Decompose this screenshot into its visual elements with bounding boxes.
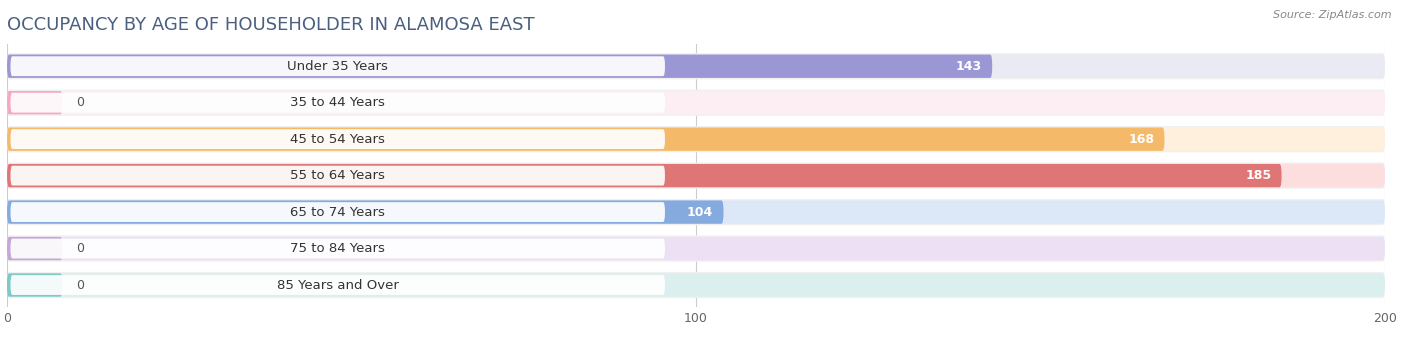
FancyBboxPatch shape bbox=[10, 239, 665, 258]
FancyBboxPatch shape bbox=[7, 237, 1385, 260]
Text: 45 to 54 Years: 45 to 54 Years bbox=[290, 133, 385, 146]
FancyBboxPatch shape bbox=[7, 164, 1282, 187]
FancyBboxPatch shape bbox=[7, 128, 1385, 151]
FancyBboxPatch shape bbox=[7, 162, 1385, 189]
Text: 65 to 74 Years: 65 to 74 Years bbox=[290, 206, 385, 219]
FancyBboxPatch shape bbox=[7, 272, 1385, 298]
Text: OCCUPANCY BY AGE OF HOUSEHOLDER IN ALAMOSA EAST: OCCUPANCY BY AGE OF HOUSEHOLDER IN ALAMO… bbox=[7, 16, 534, 34]
FancyBboxPatch shape bbox=[7, 201, 724, 224]
FancyBboxPatch shape bbox=[10, 93, 665, 113]
Text: Under 35 Years: Under 35 Years bbox=[287, 60, 388, 73]
FancyBboxPatch shape bbox=[7, 91, 1385, 114]
FancyBboxPatch shape bbox=[10, 166, 665, 186]
Text: 185: 185 bbox=[1246, 169, 1271, 182]
Text: 143: 143 bbox=[956, 60, 981, 73]
FancyBboxPatch shape bbox=[7, 273, 1385, 297]
Text: 75 to 84 Years: 75 to 84 Years bbox=[290, 242, 385, 255]
FancyBboxPatch shape bbox=[7, 273, 62, 297]
Text: 0: 0 bbox=[76, 279, 84, 292]
FancyBboxPatch shape bbox=[7, 55, 1385, 78]
Text: 55 to 64 Years: 55 to 64 Years bbox=[290, 169, 385, 182]
Text: Source: ZipAtlas.com: Source: ZipAtlas.com bbox=[1274, 10, 1392, 20]
FancyBboxPatch shape bbox=[7, 235, 1385, 262]
Text: 0: 0 bbox=[76, 96, 84, 109]
FancyBboxPatch shape bbox=[7, 237, 62, 260]
FancyBboxPatch shape bbox=[7, 164, 1385, 187]
Text: 35 to 44 Years: 35 to 44 Years bbox=[290, 96, 385, 109]
FancyBboxPatch shape bbox=[10, 202, 665, 222]
FancyBboxPatch shape bbox=[7, 90, 1385, 116]
FancyBboxPatch shape bbox=[7, 126, 1385, 152]
FancyBboxPatch shape bbox=[7, 199, 1385, 225]
FancyBboxPatch shape bbox=[10, 129, 665, 149]
FancyBboxPatch shape bbox=[7, 128, 1164, 151]
FancyBboxPatch shape bbox=[7, 53, 1385, 79]
FancyBboxPatch shape bbox=[10, 275, 665, 295]
Text: 104: 104 bbox=[688, 206, 713, 219]
Text: 0: 0 bbox=[76, 242, 84, 255]
FancyBboxPatch shape bbox=[7, 91, 62, 114]
Text: 168: 168 bbox=[1128, 133, 1154, 146]
FancyBboxPatch shape bbox=[10, 56, 665, 76]
Text: 85 Years and Over: 85 Years and Over bbox=[277, 279, 399, 292]
FancyBboxPatch shape bbox=[7, 201, 1385, 224]
FancyBboxPatch shape bbox=[7, 55, 993, 78]
